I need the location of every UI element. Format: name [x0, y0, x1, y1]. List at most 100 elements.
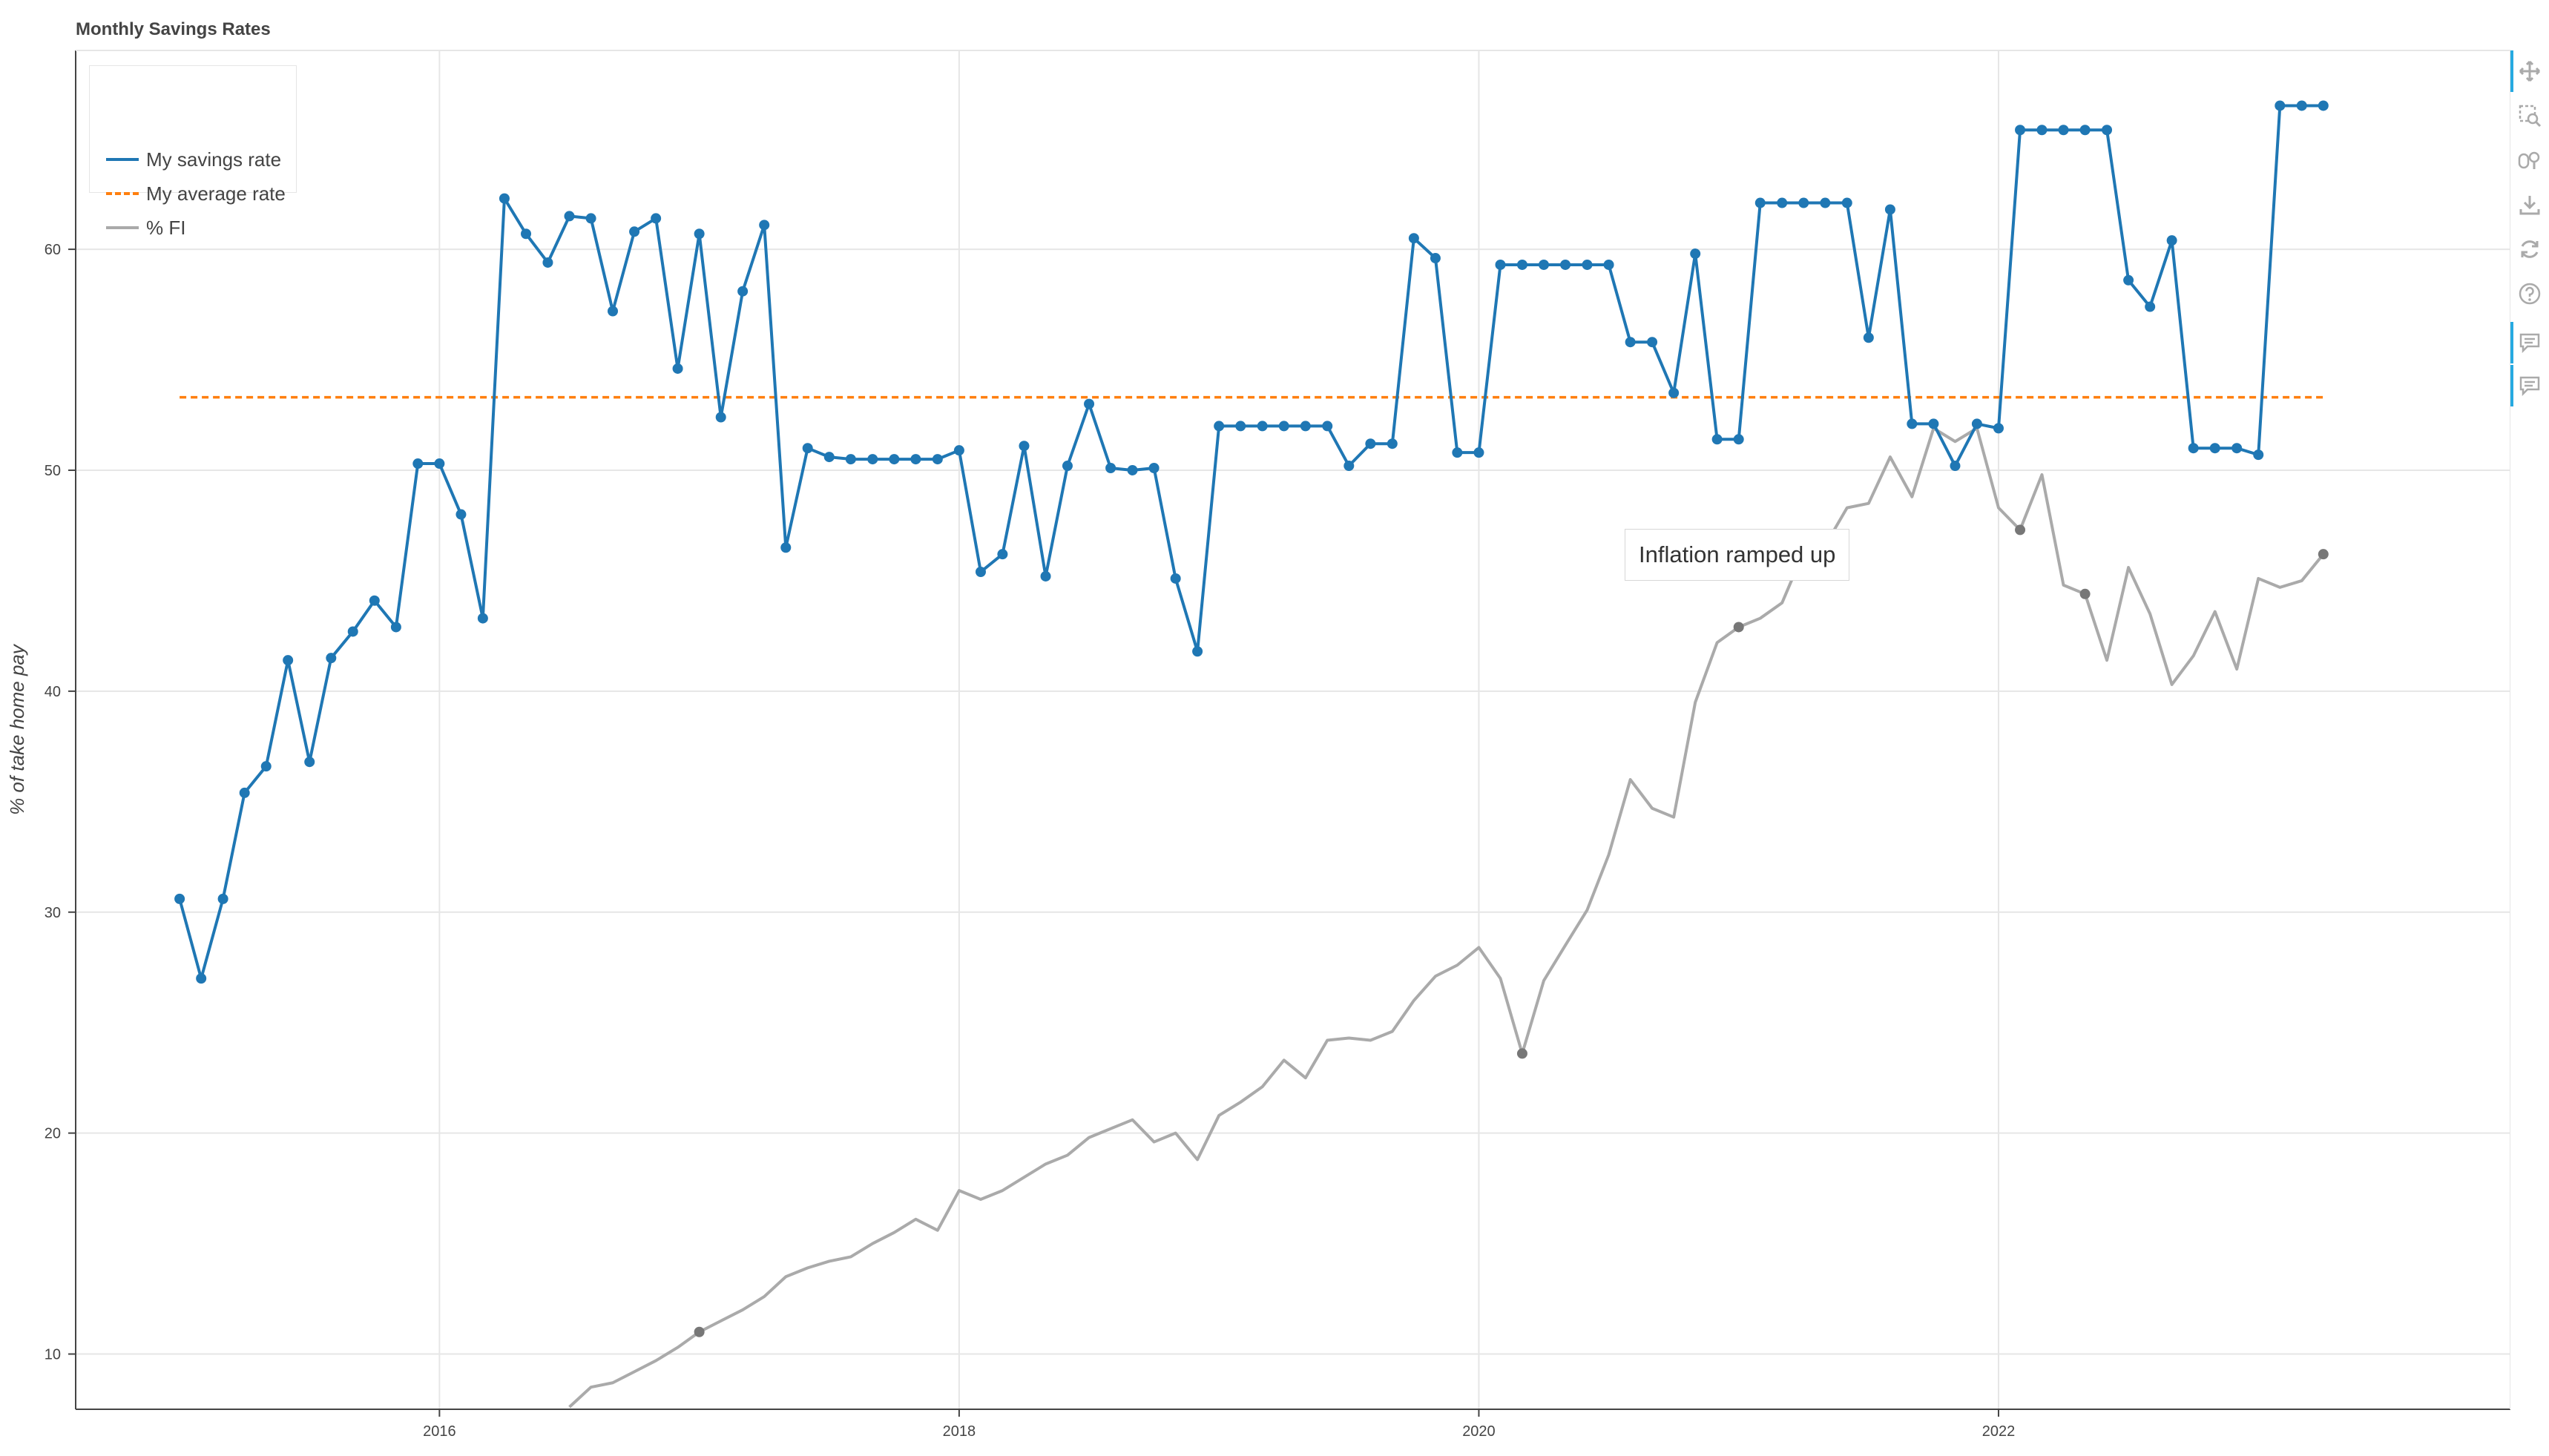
savings-rate-point: [1711, 434, 1723, 445]
savings-rate-point: [1322, 421, 1333, 432]
savings-rate-point: [1019, 441, 1030, 452]
savings-rate-point: [499, 193, 510, 204]
savings-rate-point: [1668, 387, 1680, 398]
hover-tool-1[interactable]: [2510, 322, 2549, 363]
savings-rate-point: [715, 412, 726, 423]
help-icon: [2519, 283, 2541, 305]
savings-rate-point: [564, 211, 575, 222]
legend-item-savings-rate[interactable]: My savings rate: [106, 148, 281, 171]
savings-rate-point: [1993, 423, 2004, 434]
y-tick-label: 60: [45, 242, 61, 258]
savings-rate-point: [780, 542, 792, 553]
legend-item-average-rate[interactable]: My average rate: [106, 182, 286, 205]
savings-rate-point: [239, 787, 250, 798]
savings-rate-point: [845, 454, 856, 465]
savings-rate-point: [1062, 461, 1073, 472]
fi-marker: [1516, 1048, 1527, 1059]
y-tick-label: 10: [45, 1347, 61, 1363]
savings-rate-point: [1884, 204, 1895, 215]
legend-swatch-fi: [106, 226, 139, 229]
reset-icon: [2521, 240, 2539, 258]
savings-rate-point: [1408, 233, 1419, 244]
savings-rate-point: [1863, 332, 1874, 343]
savings-rate-point: [1127, 464, 1138, 475]
savings-rate-point: [694, 228, 705, 240]
x-tick-label: 2016: [423, 1423, 456, 1440]
savings-rate-point: [2166, 235, 2177, 246]
savings-rate-point: [1387, 438, 1398, 449]
savings-rate-point: [608, 306, 619, 317]
savings-rate-point: [759, 220, 770, 231]
savings-rate-point: [2079, 125, 2091, 136]
savings-rate-point: [390, 622, 401, 633]
savings-rate-point: [651, 213, 662, 224]
savings-rate-point: [1603, 259, 1614, 270]
savings-rate-point: [174, 893, 185, 904]
savings-rate-point: [1582, 259, 1593, 270]
x-tick-label: 2018: [943, 1423, 976, 1440]
savings-rate-point: [1343, 461, 1355, 472]
savings-rate-point: [823, 452, 835, 463]
pan-icon: [2519, 60, 2541, 82]
savings-rate-point: [1235, 421, 1246, 432]
legend-item-fi[interactable]: % FI: [106, 217, 185, 239]
hover-tool-2[interactable]: [2510, 365, 2549, 406]
savings-rate-point: [737, 286, 749, 297]
savings-rate-point: [1148, 463, 1160, 474]
save-tool[interactable]: [2510, 184, 2549, 225]
hover-icon: [2519, 333, 2540, 354]
savings-rate-point: [975, 567, 986, 578]
savings-rate-point: [1430, 253, 1441, 264]
savings-rate-point: [953, 445, 964, 456]
series-layer: [174, 100, 2329, 1409]
savings-rate-point: [1907, 418, 1918, 429]
series-line-savings-rate: [178, 104, 2323, 981]
legend: My savings rate My average rate % FI: [89, 65, 297, 239]
chart-title: Monthly Savings Rates: [76, 19, 271, 39]
savings-rate-point: [2015, 125, 2026, 136]
savings-rate-point: [369, 595, 380, 606]
wheel-zoom-icon: [2518, 151, 2540, 169]
savings-rate-point: [521, 228, 532, 240]
box-zoom-tool[interactable]: [2510, 95, 2549, 136]
savings-rate-point: [1625, 337, 1636, 348]
legend-swatch-average-rate: [106, 192, 139, 195]
savings-rate-point: [1257, 421, 1268, 432]
reset-tool[interactable]: [2510, 228, 2549, 270]
y-tick-label: 40: [45, 684, 61, 700]
x-tick-label: 2022: [1982, 1423, 2016, 1440]
savings-rate-point: [1040, 570, 1051, 582]
savings-rate-point: [1928, 418, 1939, 429]
savings-rate-point: [932, 454, 943, 465]
y-tick-label: 30: [45, 905, 61, 921]
savings-rate-point: [1754, 197, 1766, 208]
savings-rate-point: [1950, 461, 1961, 472]
savings-rate-point: [672, 363, 683, 374]
pan-tool[interactable]: [2510, 50, 2549, 92]
wheel-zoom-tool[interactable]: [2510, 139, 2549, 181]
x-tick-label: 2020: [1462, 1423, 1496, 1440]
savings-rate-point: [412, 458, 424, 470]
savings-rate-point: [2188, 443, 2199, 454]
legend-label-average-rate: My average rate: [146, 182, 286, 205]
fi-marker: [1733, 622, 1744, 633]
savings-rate-point: [1170, 573, 1181, 584]
savings-rate-point: [2209, 443, 2220, 454]
savings-rate-point: [434, 458, 445, 470]
savings-rate-point: [1798, 197, 1809, 208]
savings-rate-point: [477, 613, 488, 624]
savings-rate-point: [910, 454, 921, 465]
axes: [68, 50, 2510, 1417]
fi-marker: [694, 1326, 705, 1337]
savings-rate-point: [629, 226, 640, 237]
help-tool[interactable]: [2510, 273, 2549, 314]
savings-rate-point: [1300, 421, 1311, 432]
savings-rate-point: [1365, 438, 1376, 449]
series-line-fi: [568, 426, 2325, 1409]
savings-rate-point: [455, 509, 467, 520]
savings-rate-point: [1820, 197, 1831, 208]
savings-rate-point: [1084, 398, 1095, 409]
savings-rate-point: [1495, 259, 1506, 270]
savings-rate-point: [2253, 449, 2264, 461]
